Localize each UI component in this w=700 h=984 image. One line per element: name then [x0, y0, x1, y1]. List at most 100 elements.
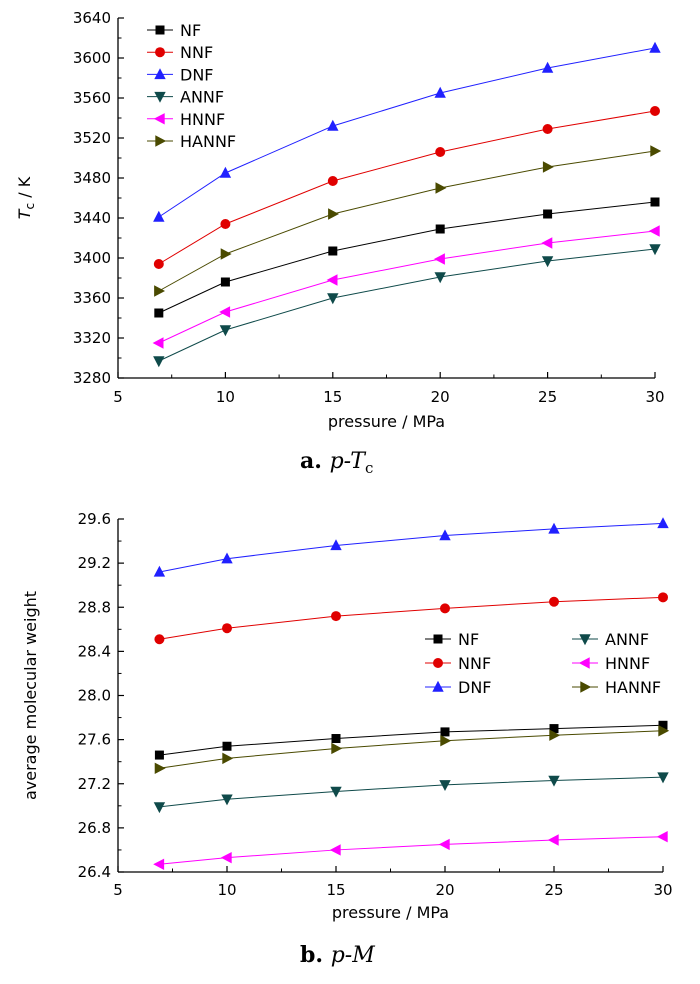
panel-a-legend-hannf: HANNF — [147, 132, 236, 151]
panel-b-legend-nnf: NNF — [425, 654, 491, 673]
panel-a-series-nf-point-5 — [650, 197, 660, 207]
panel-a-series-hannf-line — [158, 150, 656, 292]
panel-a-series-hnnf-point-4 — [541, 237, 553, 249]
panel-b-caption: b. p-M — [300, 942, 375, 968]
panel-a-series-hnnf-point-3 — [434, 253, 445, 265]
panel-b-series-nf-point-5 — [658, 720, 668, 730]
panel-b-series-nnf — [154, 592, 668, 645]
panel-b-series-annf-point-0 — [153, 802, 166, 814]
panel-a-series-annf-point-2 — [327, 293, 339, 305]
panel-b-series-nnf-point-0 — [154, 634, 165, 645]
panel-b-series-nf-point-0 — [154, 750, 164, 760]
panel-b-series-dnf-line — [159, 522, 664, 573]
panel-a-y-tick-label-3360: 3360 — [73, 289, 111, 307]
panel-b-x-tick-label-20: 20 — [435, 881, 454, 899]
panel-b-legend-hnnf-label: HNNF — [605, 654, 650, 673]
panel-a-plot-area — [118, 18, 655, 378]
panel-b-y-tick-label-29-2: 29.2 — [78, 554, 111, 572]
panel-a-y-axis-label: Tc / K — [15, 176, 37, 219]
panel-b-series-annf-point-3 — [439, 780, 451, 792]
panel-b-series-dnf-point-3 — [439, 529, 451, 541]
panel-b-series-annf-point-4 — [548, 775, 560, 787]
panel-a-series-nnf-point-3 — [435, 147, 446, 157]
panel-a-y-tick-label-3520: 3520 — [73, 129, 111, 147]
panel-a-y-tick-label-3280: 3280 — [73, 369, 111, 387]
panel-b-y-tick-label-26-8: 26.8 — [78, 819, 111, 837]
panel-b-series-dnf-point-1 — [221, 552, 233, 564]
panel-a-series-nf-point-0 — [154, 308, 164, 318]
panel-a-legend-dnf: DNF — [147, 65, 214, 84]
panel-b-legend-hannf: HANNF — [572, 678, 661, 697]
panel-a-legend-hnnf-label: HNNF — [180, 110, 225, 129]
panel-b-series-nnf-line — [159, 596, 664, 640]
panel-a-series-hnnf-point-5 — [648, 225, 660, 237]
panel-a-series-hannf-point-2 — [328, 208, 339, 220]
panel-b-caption-text: p-M — [331, 943, 376, 968]
panel-a-y-tick-label-3560: 3560 — [73, 89, 111, 107]
panel-a-legend-hannf-label: HANNF — [180, 132, 236, 151]
panel-a-y-axis-label-unit: / K — [15, 176, 34, 203]
panel-a-x-tick-label-5: 5 — [113, 388, 123, 406]
panel-b-legend-dnf-label: DNF — [458, 678, 492, 697]
panel-b-legend-hannf-label: HANNF — [605, 678, 661, 697]
panel-a-x-tick-label-25: 25 — [538, 388, 557, 406]
panel-a-series-nnf-line — [158, 110, 656, 265]
panel-b-legend-nf-label: NF — [458, 630, 479, 649]
panel-a-series-dnf-point-2 — [327, 119, 339, 131]
panel-a-series-nf-line — [158, 201, 656, 314]
panel-a-caption: a. p-Tc — [300, 448, 373, 477]
panel-a-series-nnf-point-0 — [153, 259, 164, 269]
panel-b-y-tick-label-27-6: 27.6 — [78, 731, 111, 749]
panel-b-series-annf-line — [159, 776, 664, 808]
panel-b-x-tick-label-25: 25 — [544, 881, 563, 899]
panel-a-series-nf-point-4 — [543, 209, 553, 219]
panel-a-series-nnf-point-1 — [220, 219, 231, 229]
panel-b-series-hnnf-point-5 — [656, 831, 668, 843]
panel-b-legend-hnnf: HNNF — [572, 654, 650, 673]
panel-b-series-dnf-point-5 — [657, 517, 669, 529]
panel-a-series-annf-point-3 — [434, 272, 446, 284]
panel-a-x-tick-label-20: 20 — [431, 388, 450, 406]
panel-a-x-tick-label-15: 15 — [323, 388, 342, 406]
panel-a-y-axis-label-sub: c — [23, 203, 37, 210]
panel-a-series-nnf-point-5 — [650, 106, 660, 116]
panel-a: 5 10 15 20 25 30 3280 3320 3360 3400 3440 3480 3520 3… — [15, 9, 665, 477]
panel-a-legend-annf-marker — [154, 91, 166, 103]
panel-a-series-annf-point-1 — [219, 325, 232, 337]
panel-a-y-tick-label-3440: 3440 — [73, 209, 111, 227]
panel-b-series-nf — [154, 720, 668, 760]
panel-b-series-hannf — [154, 725, 670, 775]
panel-a-series-nf-point-2 — [328, 246, 338, 256]
panel-a-series-hnnf-point-0 — [152, 337, 164, 349]
panel-a-legend-nf-label: NF — [180, 21, 201, 40]
panel-b-legend-hnnf-marker — [578, 657, 590, 669]
panel-b-series-annf-point-5 — [657, 772, 669, 784]
panel-b-series-nf-point-3 — [440, 727, 450, 737]
panel-b-y-tick-label-27-2: 27.2 — [78, 775, 111, 793]
panel-b-series-nf-point-2 — [331, 734, 341, 744]
panel-a-series-hnnf-point-2 — [326, 274, 338, 286]
panel-b-series-nnf-point-3 — [440, 603, 450, 614]
panel-a-series-annf — [153, 244, 661, 368]
panel-a-series-hannf-point-0 — [154, 285, 166, 297]
panel-a-series-annf-point-0 — [153, 356, 165, 368]
panel-a-series-nf — [154, 197, 660, 318]
panel-b-y-axis-label-main: average molecular weight — [21, 591, 40, 800]
panel-b-series-hannf-point-4 — [549, 729, 561, 741]
panel-a-series-hannf — [154, 145, 662, 297]
panel-a-series-annf-point-5 — [649, 244, 661, 256]
panel-a-x-axis-label: pressure / MPa — [328, 412, 445, 431]
panel-b-series-hannf-point-1 — [222, 752, 234, 765]
panel-b-series-annf — [153, 772, 669, 814]
panel-a-series-hnnf-line — [158, 230, 656, 344]
panel-b-legend-dnf-marker — [432, 680, 444, 692]
panel-b-series-nf-line — [159, 724, 664, 756]
panel-b-x-tick-label-10: 10 — [217, 881, 236, 899]
panel-b-series-hannf-point-5 — [658, 725, 670, 737]
panel-b-x-tick-label-5: 5 — [113, 881, 123, 899]
panel-b-series-annf-point-2 — [330, 786, 342, 798]
panel-b-legend-nf-marker — [433, 634, 443, 644]
panel-b-series-hannf-point-3 — [440, 735, 452, 747]
panel-b-series-nf-point-1 — [222, 741, 232, 751]
